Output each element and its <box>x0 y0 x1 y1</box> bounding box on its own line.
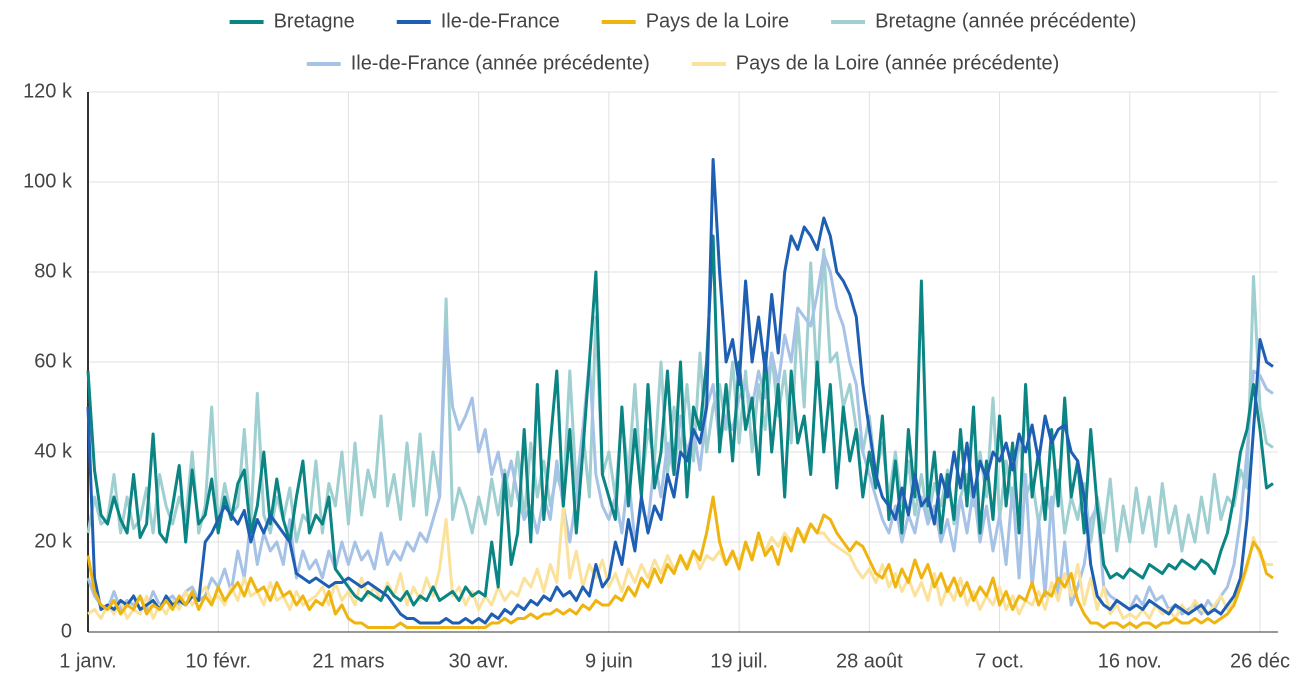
y-tick-label: 100 k <box>23 170 73 192</box>
y-tick-label: 60 k <box>34 350 73 372</box>
x-tick-label: 28 août <box>836 650 903 672</box>
x-tick-label: 1 janv. <box>59 650 116 672</box>
legend-label: Ile-de-France <box>441 10 560 32</box>
series-line <box>86 495 1274 629</box>
y-tick-label: 20 k <box>34 530 73 552</box>
legend-label: Ile-de-France (année précédente) <box>351 52 650 74</box>
x-tick-label: 19 juil. <box>710 650 768 672</box>
legend-label: Pays de la Loire <box>646 10 789 32</box>
x-tick-label: 10 févr. <box>185 650 251 672</box>
x-tick-label: 21 mars <box>312 650 384 672</box>
series-line <box>87 504 1273 620</box>
x-tick-label: 26 déc <box>1230 650 1290 672</box>
legend-label: Pays de la Loire (année précédente) <box>736 52 1060 74</box>
legend-row: Bretagne Ile-de-France Pays de la Loire Bre… <box>229 10 1136 32</box>
series-line <box>86 234 1274 607</box>
legend-label: Bretagne (année précédente) <box>875 10 1136 32</box>
y-tick-label: 40 k <box>34 440 73 462</box>
x-tick-label: 7 oct. <box>975 650 1024 672</box>
y-tick-label: 120 k <box>23 80 73 102</box>
legend-row: Ile-de-France (année précédente) Pays de … <box>306 52 1060 74</box>
legend-label: Bretagne <box>274 10 355 32</box>
y-tick-label: 80 k <box>34 260 73 282</box>
x-tick-label: 30 avr. <box>449 650 509 672</box>
x-tick-label: 16 nov. <box>1098 650 1162 672</box>
y-tick-label: 0 <box>61 620 72 642</box>
series-line <box>86 158 1274 625</box>
series-line <box>86 248 1274 553</box>
x-tick-label: 9 juin <box>585 650 633 672</box>
